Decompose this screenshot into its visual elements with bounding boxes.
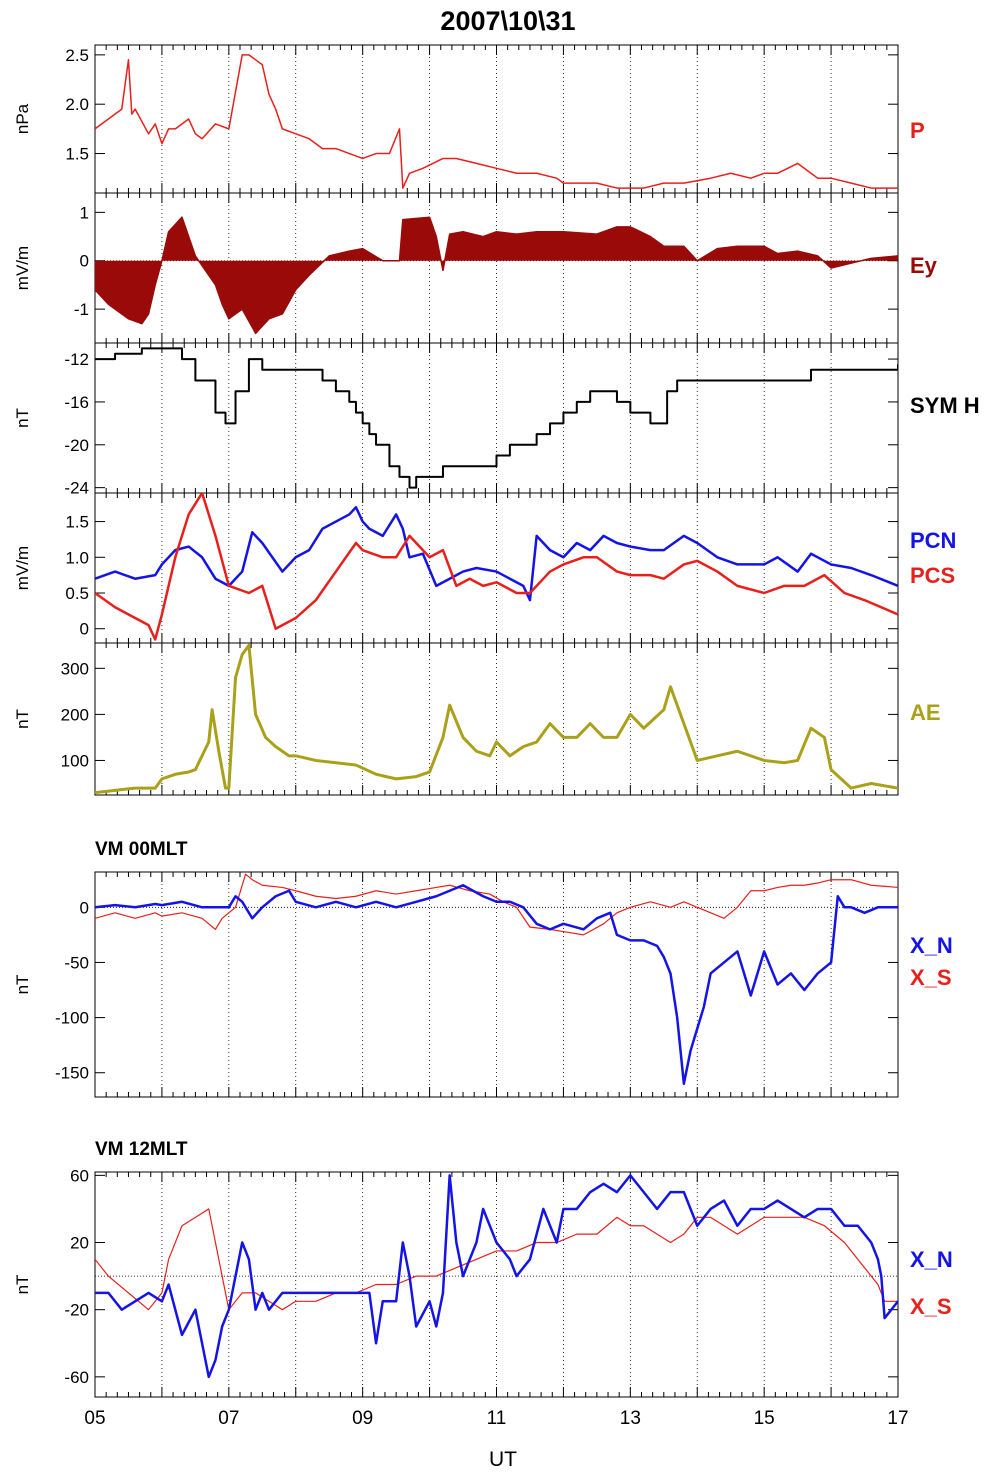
y-tick-label: -20: [64, 1301, 89, 1320]
series-group: [95, 54, 898, 189]
x-tick-label: 15: [754, 1408, 775, 1429]
series-label: X_N: [910, 1247, 953, 1272]
x-tick-label: 05: [84, 1408, 105, 1429]
y-axis-label: nT: [13, 975, 32, 995]
panel-frame: [94, 492, 899, 644]
y-tick-label: 0: [80, 620, 89, 639]
y-tick-label: -1: [74, 300, 89, 319]
x-tick-label: 09: [352, 1408, 373, 1429]
y-tick-label: -24: [64, 479, 89, 498]
y-tick-label: -50: [64, 953, 89, 972]
x-tick-label: 11: [487, 1408, 507, 1429]
series-line-x_n: [95, 1174, 898, 1379]
y-axis-label: nPa: [13, 103, 32, 134]
y-tick-label: 300: [61, 659, 89, 678]
y-tick-label: -12: [64, 350, 89, 369]
x-axis-label: UT: [489, 1448, 517, 1471]
y-tick-label: -16: [64, 393, 89, 412]
series-line-ey: [95, 216, 898, 335]
panel-p: 1.5 2.0 2.5 nPa P: [13, 44, 925, 194]
y-tick-label: 1.5: [65, 513, 89, 532]
y-tick-label: -20: [64, 436, 89, 455]
panel-title: VM 00MLT: [95, 839, 188, 860]
panel-ae: 100 200 300 nT AE: [13, 642, 941, 796]
series-label: Ey: [910, 253, 938, 278]
series-group: [95, 873, 898, 1086]
panel-title: VM 12MLT: [95, 1139, 188, 1160]
series-line-p: [95, 54, 898, 189]
series-label: X_N: [910, 933, 953, 958]
series-label: AE: [910, 700, 941, 725]
series-line-sym-h: [95, 347, 898, 489]
series-label: P: [910, 118, 925, 143]
panel-vm12: -60 -20 20 60 nT VM 12MLT X_N X_S 05 07 09 11 13 15 17: [13, 1139, 953, 1429]
panel-pc: 0 0.5 1.0 1.5 mV/m PCN PCS: [13, 492, 956, 644]
y-tick-label: -60: [64, 1368, 89, 1387]
x-tick-label: 13: [620, 1408, 641, 1429]
series-label: X_S: [910, 965, 952, 990]
series-group: [95, 347, 898, 489]
y-tick-label: 1.5: [65, 145, 89, 164]
y-axis-label: nT: [13, 408, 32, 428]
chart-title: 2007\10\31: [440, 6, 575, 36]
panel-vm00: -150 -100 -50 0 nT VM 00MLT X_N X_S: [13, 839, 953, 1098]
series-line-x_s: [95, 1208, 898, 1311]
y-tick-label: 2.5: [65, 46, 89, 65]
series-line-pcn: [95, 506, 898, 602]
panel-ey: -1 0 1 mV/m Ey: [13, 192, 938, 344]
x-tick-label: 07: [218, 1408, 239, 1429]
y-axis-label: nT: [13, 1275, 32, 1295]
y-tick-label: 0: [80, 252, 89, 271]
y-tick-label: -100: [55, 1009, 89, 1028]
series-fill-ey: [95, 217, 898, 334]
y-axis-label: nT: [13, 709, 32, 729]
series-label: SYM H: [910, 393, 980, 418]
series-line-pcs: [95, 493, 898, 641]
panel-symh: -24 -20 -16 -12 nT SYM H: [13, 342, 980, 498]
series-line-x_n: [95, 883, 898, 1086]
y-tick-label: 20: [70, 1234, 89, 1253]
series-group: [95, 643, 898, 795]
series-group: [95, 493, 898, 641]
panel-frame: [94, 342, 899, 494]
y-tick-label: 100: [61, 751, 89, 770]
y-axis-label: mV/m: [13, 246, 32, 290]
series-group: [95, 216, 898, 335]
series-label: PCN: [910, 528, 956, 553]
series-label: PCS: [910, 563, 955, 588]
y-tick-label: 1.0: [65, 548, 89, 567]
series-label: X_S: [910, 1294, 952, 1319]
y-tick-label: -150: [55, 1064, 89, 1083]
y-tick-label: 1: [80, 203, 89, 222]
y-axis-label: mV/m: [13, 546, 32, 590]
y-tick-label: 200: [61, 705, 89, 724]
y-tick-label: 0.5: [65, 584, 89, 603]
y-tick-label: 2.0: [65, 95, 89, 114]
y-tick-label: 60: [70, 1166, 89, 1185]
series-line-ae: [95, 643, 898, 795]
y-tick-label: 0: [80, 898, 89, 917]
series-group: [95, 1174, 898, 1379]
series-line-x_s: [95, 873, 898, 936]
panel-frame: [94, 44, 899, 194]
x-tick-label: 17: [887, 1408, 908, 1429]
